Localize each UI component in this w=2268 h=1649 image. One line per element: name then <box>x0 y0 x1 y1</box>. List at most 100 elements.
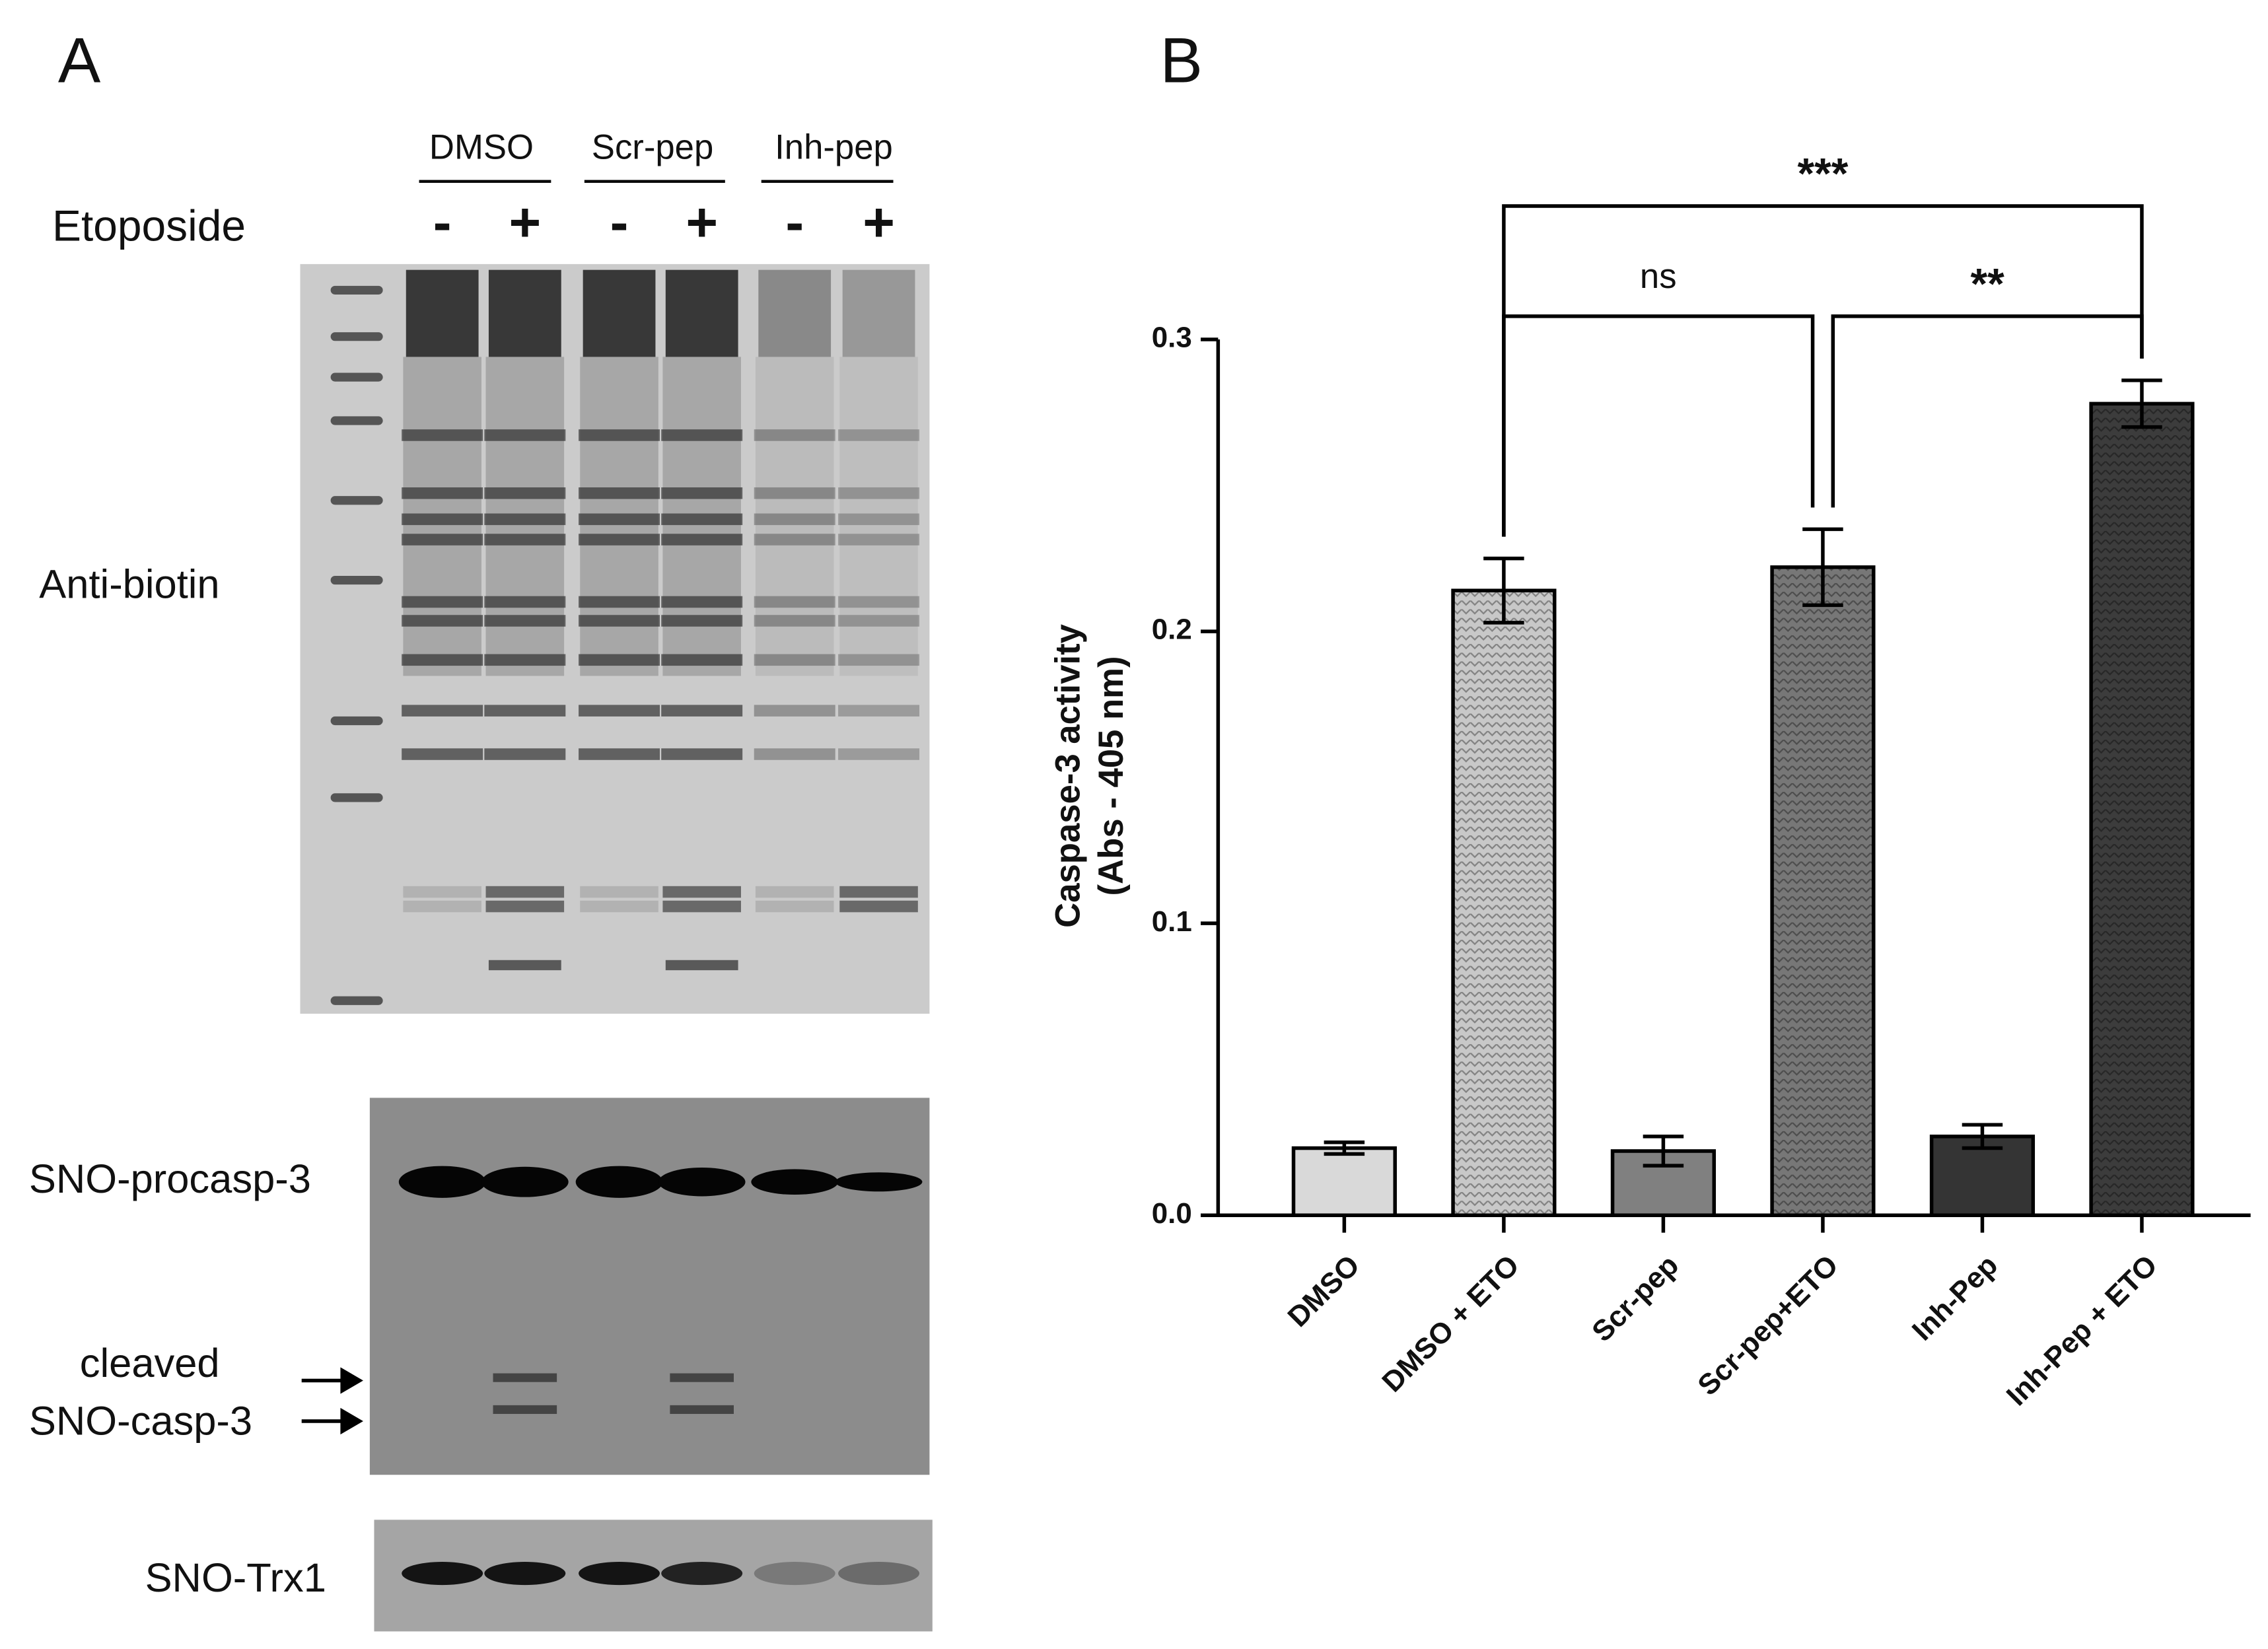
ladder-band <box>330 332 383 341</box>
significance-bracket <box>1502 314 1815 537</box>
gel-band <box>838 487 920 499</box>
lane-top <box>842 269 915 357</box>
gel-band <box>754 534 835 545</box>
gel-band <box>402 513 483 526</box>
bar-chart: 0.0 0.1 0.2 0.3 Caspase-3 activity (Abs - 405… <box>1048 149 2251 1412</box>
lane-top <box>665 269 738 357</box>
gel-band <box>661 748 743 760</box>
bar-pattern <box>2091 403 2193 1216</box>
blot-label: SNO-procasp-3 <box>29 1156 311 1202</box>
significance-bracket <box>1831 314 2144 508</box>
gel-band <box>579 513 660 526</box>
gel-image <box>300 263 930 1014</box>
lane-smear <box>755 357 834 676</box>
blot-label: SNO-Trx1 <box>145 1555 326 1601</box>
gel-band <box>402 654 483 666</box>
gel-band <box>402 429 483 441</box>
gel-band <box>838 596 920 608</box>
gel-band <box>579 748 660 760</box>
gel-band <box>838 615 920 627</box>
gel-band <box>838 534 920 545</box>
gel-band <box>579 654 660 666</box>
x-tick-label: DMSO <box>1281 1249 1366 1333</box>
bar-pattern <box>1453 590 1555 1216</box>
gel-band <box>579 705 660 717</box>
gel-band <box>662 886 741 898</box>
blot-band <box>658 1167 746 1197</box>
x-tick-label: Scr-pep+ETO <box>1691 1249 1845 1402</box>
gel-band <box>754 654 835 666</box>
gel-band <box>484 487 566 499</box>
gel-band <box>838 429 920 441</box>
gel-band <box>484 534 566 545</box>
gel-band <box>484 654 566 666</box>
gel-band <box>402 596 483 608</box>
signs: - + - + - + <box>433 191 895 253</box>
error-bar <box>1483 556 1524 625</box>
gel-band <box>579 596 660 608</box>
arrows <box>301 1367 363 1435</box>
y-axis-label: (Abs - 405 nm) <box>1092 656 1131 895</box>
lane-top <box>583 269 656 357</box>
gel-band <box>485 886 565 898</box>
blot-band <box>579 1561 660 1586</box>
gel-band <box>402 487 483 499</box>
gel-band <box>488 960 561 971</box>
blot-band <box>670 1405 734 1415</box>
blot-band <box>398 1166 486 1198</box>
blot-band <box>670 1373 734 1382</box>
ladder-band <box>330 372 383 382</box>
sign: - <box>785 191 804 253</box>
gel-band <box>484 748 566 760</box>
y-tick-label: 0.2 <box>1152 614 1192 646</box>
gel-band <box>579 534 660 545</box>
blot-band <box>493 1373 557 1382</box>
blot-band <box>493 1405 557 1415</box>
gel-band <box>839 900 918 913</box>
gel-band <box>403 886 481 898</box>
gel-band <box>754 513 835 526</box>
ladder-band <box>330 793 383 802</box>
blot-band <box>481 1166 569 1197</box>
gel-band <box>838 748 920 760</box>
panel-label: B <box>1160 26 1203 96</box>
blot-image <box>369 1098 930 1475</box>
gel-band <box>661 513 743 526</box>
significance-label: ns <box>1640 257 1677 296</box>
blot-band <box>402 1561 483 1586</box>
sign: - <box>433 191 452 253</box>
ladder-band <box>330 496 383 505</box>
significance-bracket <box>1502 204 2144 537</box>
y-tick-label: 0.1 <box>1152 905 1192 938</box>
gel-band <box>754 615 835 627</box>
blot-band <box>838 1561 920 1586</box>
gel-band <box>661 654 743 666</box>
gel-band <box>662 900 741 913</box>
gel-band <box>665 960 738 971</box>
sign: + <box>686 191 718 253</box>
gel-band <box>661 534 743 545</box>
x-tick-label: DMSO + ETO <box>1376 1249 1525 1398</box>
bar-pattern <box>1772 567 1874 1216</box>
gel-band <box>485 900 565 913</box>
blot-band <box>575 1166 663 1198</box>
gel-band <box>402 705 483 717</box>
gel-band <box>754 487 835 499</box>
blot-band <box>754 1561 835 1586</box>
sign: + <box>509 191 541 253</box>
cleaved-label: cleaved <box>80 1341 220 1386</box>
gel-band <box>580 886 658 898</box>
gel-band <box>754 705 835 717</box>
lane-top <box>758 269 832 357</box>
blot-image <box>374 1520 933 1632</box>
gel-band <box>402 748 483 760</box>
gel-band <box>755 900 834 913</box>
ladder-band <box>330 996 383 1005</box>
gel-band <box>755 886 834 898</box>
ladder-band <box>330 285 383 295</box>
blot-band <box>751 1169 839 1195</box>
error-bar <box>1324 1140 1365 1156</box>
x-tick-label: Scr-pep <box>1586 1249 1685 1348</box>
gel-band <box>579 429 660 441</box>
